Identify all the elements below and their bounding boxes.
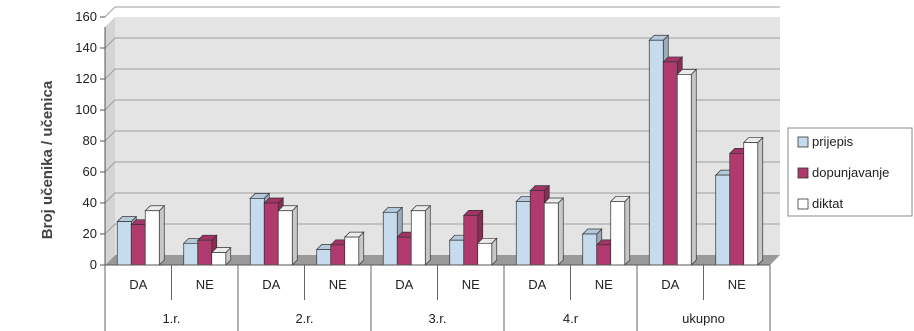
bar-front [529,190,545,266]
bar-front [582,233,598,266]
bar-front [676,73,692,266]
gridline [104,192,780,204]
group-label: ukupno [682,311,725,326]
bar-diktat [676,68,698,266]
bar-front [211,252,227,266]
bar-diktat [144,204,166,266]
y-tick-label: 40 [83,195,97,210]
category-label: DA [661,277,679,292]
legend-box [787,127,913,217]
gridline [104,6,780,18]
bar-front [316,249,332,266]
y-tick-label: 100 [75,102,97,117]
legend-swatch-dopunjavanje [797,167,809,179]
plot-side-wall [105,17,115,265]
legend-label-prijepis: prijepis [812,134,854,149]
group-labels: 1.r. 2.r. 3.r. 4.r ukupno [104,300,771,331]
gridline [104,130,780,142]
bars [116,34,764,266]
group-label: 3.r. [428,311,446,326]
category-label: DA [528,277,546,292]
gridline [104,161,780,173]
bar-front [144,210,160,266]
y-tick-label: 140 [75,40,97,55]
bar-side [690,68,697,266]
bar-diktat [609,195,631,266]
bar-diktat [210,246,232,266]
bar-diktat [410,204,432,266]
legend: prijepis dopunjavanje diktat [787,127,913,217]
y-tick-label: 80 [83,133,97,148]
bar-front [715,174,731,266]
bar-front [277,210,293,266]
bar-front [729,153,745,266]
category-label: NE [196,277,214,292]
bar-side [757,136,764,266]
y-tick-label: 0 [90,257,97,272]
bar-front [344,236,360,266]
group-label: 4.r [563,311,579,326]
bar-side [557,197,564,266]
y-tick-label: 120 [75,71,97,86]
category-labels: DA NE DA NE DA NE DA NE DA NE [104,265,771,300]
bar-front [410,210,426,266]
bar-front [382,211,398,266]
bar-front [116,221,132,266]
group-label: 1.r. [162,311,180,326]
bar-diktat [476,237,498,266]
group-label: 2.r. [295,311,313,326]
bar-front [183,242,199,266]
category-label: DA [262,277,280,292]
gridline [104,99,780,111]
legend-swatch-diktat [797,198,809,210]
bar-front [596,244,612,266]
legend-swatch-prijepis [797,136,809,148]
category-label: NE [329,277,347,292]
bar-front [130,224,146,266]
bar-front [662,61,678,266]
category-label: DA [395,277,413,292]
category-label: DA [129,277,147,292]
bar-front [449,239,465,266]
gridline [104,37,780,49]
gridline [104,68,780,80]
bar-front [463,215,479,266]
bar-front [477,242,493,266]
bar-front [197,239,213,266]
bar-front [396,236,412,266]
category-label: NE [462,277,480,292]
bar-front [263,202,279,266]
bar-front [648,39,664,266]
y-tick-label: 20 [83,226,97,241]
bar-side [624,195,631,266]
bar-front [249,198,265,266]
category-label: NE [595,277,613,292]
bar-side [358,231,365,266]
bar-side [291,204,298,266]
y-tick-label: 60 [83,164,97,179]
bar-front [515,201,531,266]
bar-side [424,204,431,266]
bar-diktat [343,231,365,266]
bar-diktat [543,197,565,266]
bar-diktat [742,136,764,266]
y-tick-labels: 0 20 40 60 80 100 120 140 160 [75,9,97,272]
bar-side [158,204,165,266]
legend-label-dopunjavanje: dopunjavanje [812,165,889,180]
gridlines [100,6,780,266]
y-tick-label: 160 [75,9,97,24]
category-label: NE [728,277,746,292]
bar-front [543,202,559,266]
legend-label-diktat: diktat [812,196,843,211]
bar-front [610,201,626,266]
y-axis-label: Broj učenika / učenica [39,80,56,239]
bar-diktat [277,204,299,266]
bar-front [743,142,759,266]
bar-front [330,244,346,266]
